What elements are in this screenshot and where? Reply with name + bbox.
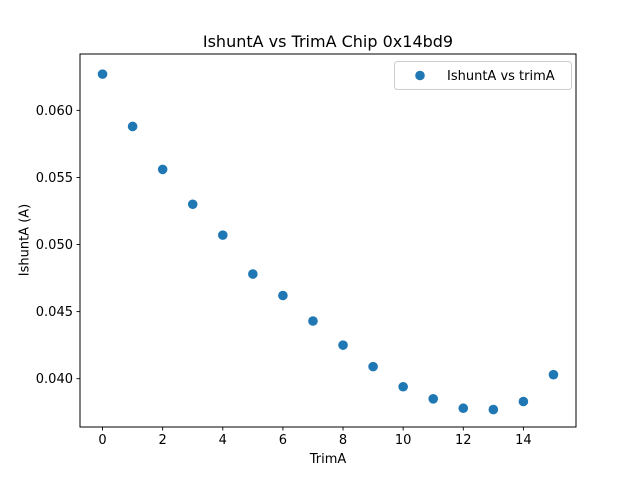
x-axis-ticks: 0 2 4 6 8 10 12 14 [98,427,532,448]
chart-title: IshuntA vs TrimA Chip 0x14bd9 [202,32,454,51]
x-tick-label: 8 [339,433,347,448]
data-point [368,361,378,372]
y-tick-label: 0.050 [36,238,73,253]
y-axis-label-text: IshuntA (A) [17,203,33,277]
data-point [248,269,258,279]
x-tick-label: 6 [279,433,287,448]
x-tick-label: 14 [515,433,532,448]
data-point [338,340,348,350]
data-point [488,404,499,415]
data-point [157,164,168,175]
axes-spines [79,53,577,428]
x-tick-label: 10 [395,433,412,448]
data-point [308,316,318,326]
y-tick-label: 0.060 [36,104,73,119]
x-tick-label: 0 [98,433,106,448]
y-axis-ticks: 0.040 0.045 0.050 0.055 0.060 [36,104,80,387]
y-tick-label: 0.055 [36,171,73,186]
legend-marker-icon [415,70,425,81]
x-tick-label: 4 [219,433,227,448]
data-point [548,369,559,380]
data-point [398,381,408,392]
data-point [278,290,288,301]
y-tick-label: 0.040 [36,372,73,387]
data-point [97,69,108,79]
data-point [127,121,138,132]
data-point [217,230,228,240]
data-point [518,396,529,407]
x-tick-label: 12 [455,433,472,448]
legend-label: IshuntA vs trimA [447,69,555,84]
legend-box [394,61,572,90]
data-point [187,199,198,210]
data-point [458,403,469,414]
data-point [428,394,439,404]
scatter-series [97,69,559,415]
y-tick-label: 0.045 [36,305,73,320]
x-tick-label: 2 [159,433,167,448]
x-axis-label: TrimA [309,452,347,467]
legend: IshuntA vs trimA [394,61,572,90]
